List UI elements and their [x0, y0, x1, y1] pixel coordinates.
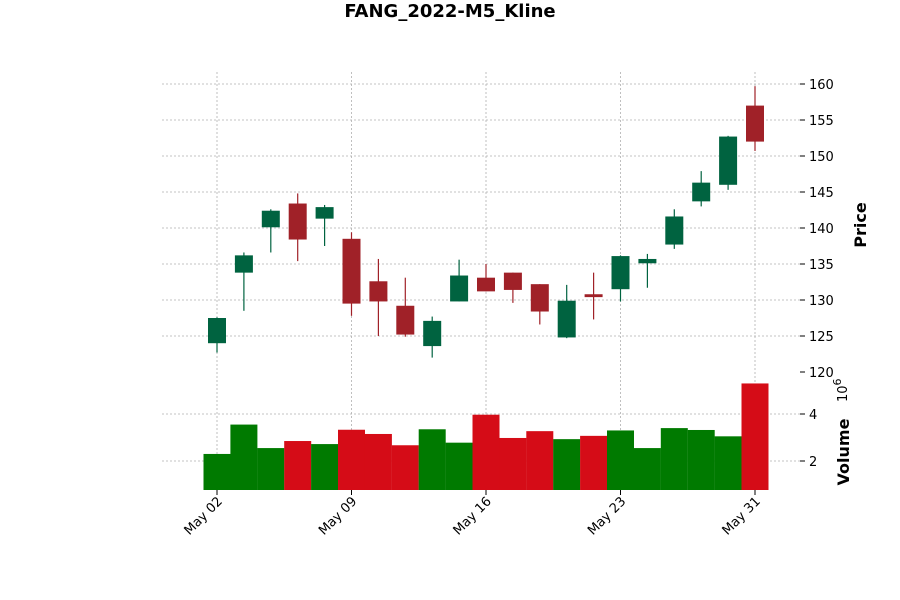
volume-bar	[392, 445, 419, 490]
candle-body	[692, 183, 710, 202]
candle	[477, 264, 495, 291]
volume-bars	[204, 383, 769, 490]
candle-body	[665, 216, 683, 244]
price-tick-label: 125	[809, 330, 834, 345]
x-tick-label: May 09	[316, 494, 360, 538]
candle-body	[343, 239, 361, 304]
candle	[665, 209, 683, 249]
volume-bar	[742, 383, 769, 490]
candle-body	[477, 278, 495, 292]
candle-body	[289, 204, 307, 240]
candle	[585, 273, 603, 320]
volume-bar	[257, 448, 284, 490]
candle-body	[396, 306, 414, 335]
candle	[558, 285, 576, 338]
volume-axis-label: Volume	[834, 418, 853, 485]
candle-body	[585, 294, 603, 297]
volume-bar	[311, 444, 338, 490]
price-axis-label: Price	[851, 202, 870, 248]
candle-body	[235, 255, 253, 272]
price-tick-label: 160	[809, 78, 834, 93]
volume-tick-label: 4	[809, 408, 817, 423]
candle-body	[450, 276, 468, 302]
candle	[289, 193, 307, 261]
price-tick-label: 150	[809, 150, 834, 165]
candle	[235, 252, 253, 310]
date-x-axis: May 02 May 09 May 16 May 23 May 31	[182, 490, 764, 538]
candle	[369, 259, 387, 336]
x-tick-label: May 02	[182, 494, 226, 538]
candle-body	[612, 256, 630, 289]
candle	[504, 273, 522, 303]
candle-body	[719, 137, 737, 185]
candle	[396, 278, 414, 337]
candle	[531, 284, 549, 324]
candle-body	[504, 273, 522, 290]
candle	[423, 317, 441, 358]
candle-body	[262, 211, 280, 228]
volume-exponent-label: 106	[831, 378, 851, 402]
price-tick-label: 130	[809, 294, 834, 309]
price-panel-grid	[162, 72, 800, 372]
volume-bar	[473, 415, 500, 490]
x-tick-label: May 23	[585, 494, 629, 538]
price-tick-label: 135	[809, 258, 834, 273]
chart-title: FANG_2022-M5_Kline	[344, 1, 555, 22]
volume-bar	[419, 429, 446, 490]
volume-bar	[284, 441, 311, 490]
candle-body	[638, 259, 656, 263]
candle	[450, 260, 468, 302]
candle	[262, 209, 280, 252]
volume-bar	[634, 448, 661, 490]
volume-bar	[204, 454, 231, 490]
price-tick-label: 155	[809, 114, 834, 129]
volume-bar	[499, 438, 526, 490]
x-tick-label: May 31	[720, 494, 764, 538]
volume-bar	[715, 436, 742, 490]
candle	[343, 232, 361, 316]
volume-bar	[607, 430, 634, 490]
candle	[612, 255, 630, 301]
candle	[719, 136, 737, 190]
volume-bar	[526, 431, 553, 490]
volume-bar	[661, 428, 688, 490]
volume-bar	[553, 439, 580, 490]
candle-body	[746, 106, 764, 142]
candle	[316, 205, 334, 246]
candle	[638, 254, 656, 288]
candle-body	[531, 284, 549, 311]
candle	[208, 317, 226, 352]
volume-bar	[580, 436, 607, 490]
candle	[692, 171, 710, 206]
volume-bar	[446, 443, 473, 490]
volume-y-axis: 24	[800, 408, 817, 470]
candle-body	[208, 318, 226, 343]
volume-bar	[230, 425, 257, 490]
candle-body	[558, 301, 576, 338]
volume-bar	[688, 430, 715, 490]
candle-body	[369, 281, 387, 301]
candle-body	[316, 207, 334, 219]
candle-body	[423, 321, 441, 346]
volume-bar	[365, 434, 392, 490]
price-tick-label: 140	[809, 222, 834, 237]
candle	[746, 86, 764, 151]
price-tick-label: 145	[809, 186, 834, 201]
x-tick-label: May 16	[451, 494, 495, 538]
volume-tick-label: 2	[809, 455, 817, 470]
volume-bar	[338, 430, 365, 490]
